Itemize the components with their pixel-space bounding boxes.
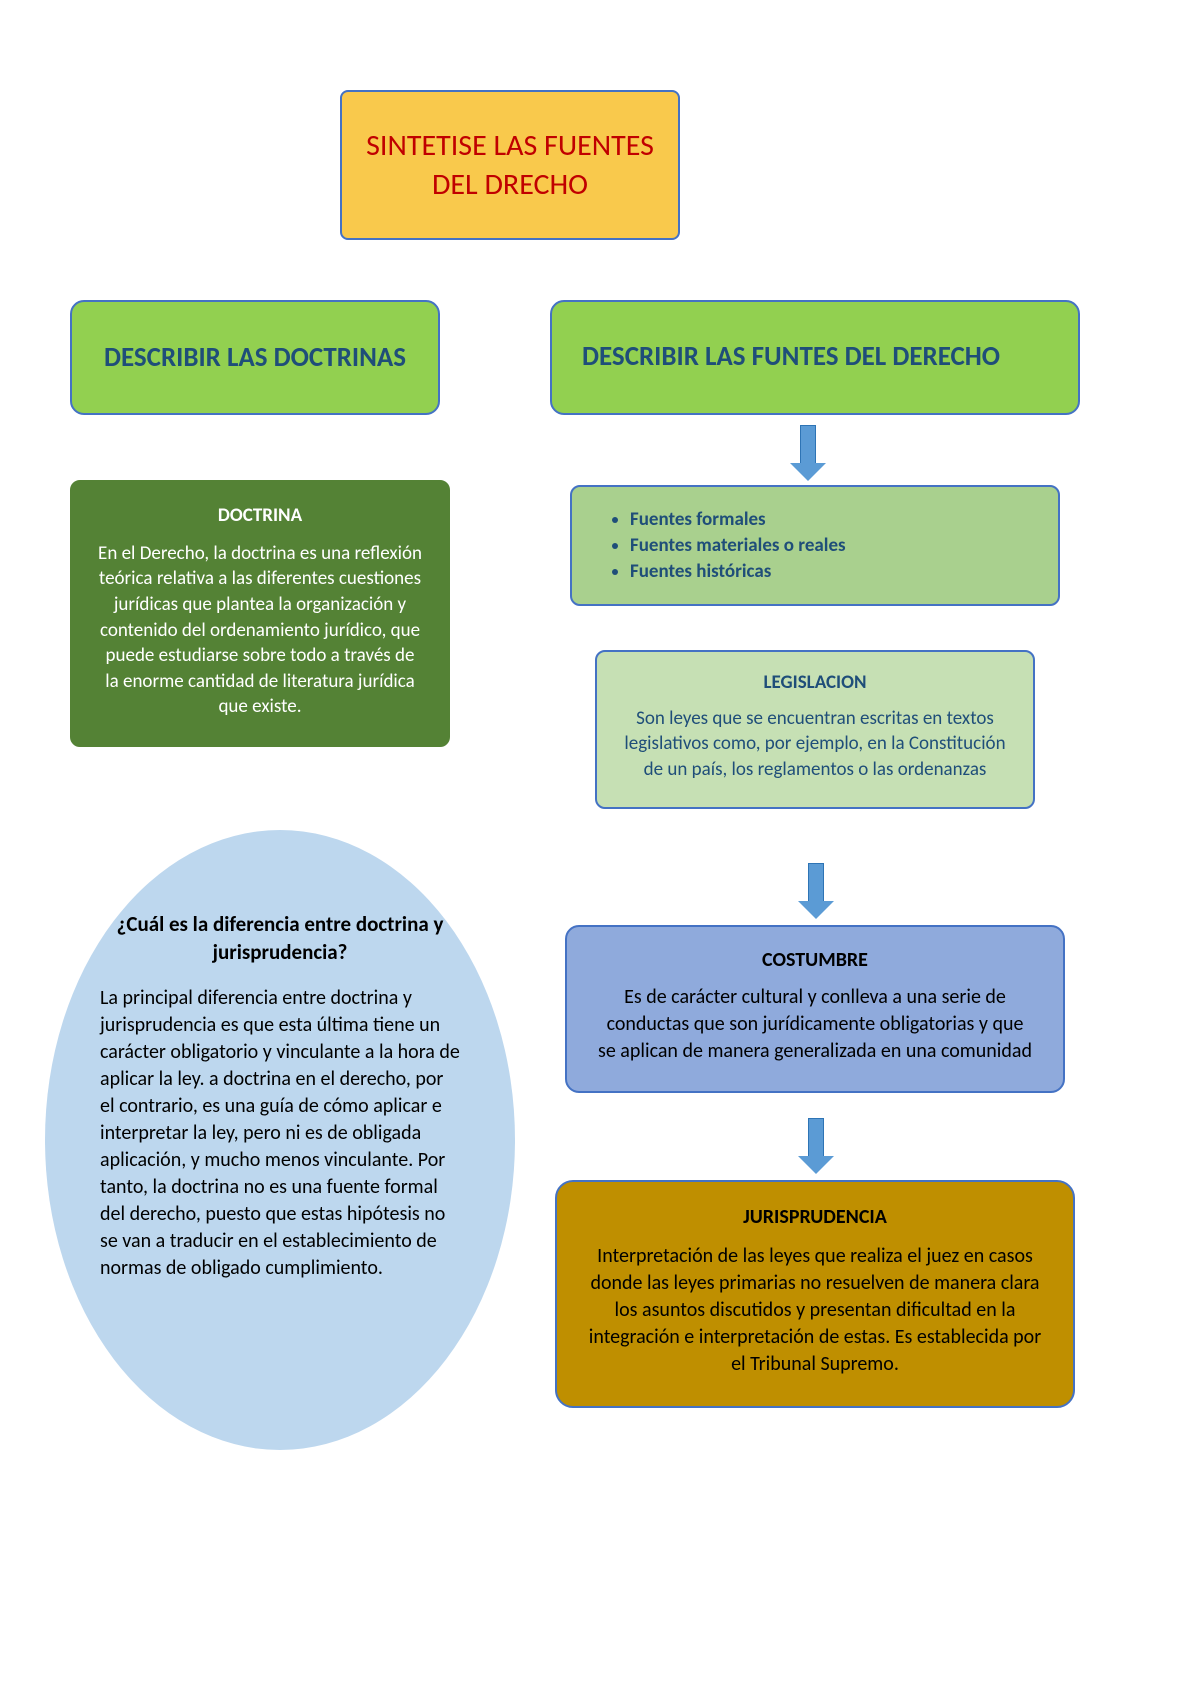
costumbre-body: Es de carácter cultural y conlleva a una… xyxy=(597,984,1033,1065)
right-header-text: DESCRIBIR LAS FUNTES DEL DERECHO xyxy=(582,339,1000,375)
costumbre-box: COSTUMBRE Es de carácter cultural y conl… xyxy=(565,925,1065,1093)
fuentes-list: Fuentes formales Fuentes materiales o re… xyxy=(602,508,1028,583)
jurisprudencia-heading: JURISPRUDENCIA xyxy=(585,1204,1045,1231)
legislacion-heading: LEGISLACION xyxy=(623,670,1007,696)
jurisprudencia-body: Interpretación de las leyes que realiza … xyxy=(585,1243,1045,1378)
jurisprudencia-box: JURISPRUDENCIA Interpretación de las ley… xyxy=(555,1180,1075,1408)
doctrina-box: DOCTRINA En el Derecho, la doctrina es u… xyxy=(70,480,450,747)
title-text: SINTETISE LAS FUENTES DEL DRECHO xyxy=(364,126,656,204)
title-box: SINTETISE LAS FUENTES DEL DRECHO xyxy=(340,90,680,240)
fuentes-list-box: Fuentes formales Fuentes materiales o re… xyxy=(570,485,1060,606)
costumbre-heading: COSTUMBRE xyxy=(597,947,1033,974)
legislacion-box: LEGISLACION Son leyes que se encuentran … xyxy=(595,650,1035,809)
right-header-box: DESCRIBIR LAS FUNTES DEL DERECHO xyxy=(550,300,1080,415)
fuentes-item: Fuentes formales xyxy=(630,508,1028,531)
doctrina-heading: DOCTRINA xyxy=(97,503,423,529)
fuentes-item: Fuentes históricas xyxy=(630,560,1028,583)
left-header-text: DESCRIBIR LAS DOCTRINAS xyxy=(104,341,406,374)
ellipse-heading: ¿Cuál es la diferencia entre doctrina y … xyxy=(100,910,460,967)
ellipse-box: ¿Cuál es la diferencia entre doctrina y … xyxy=(45,830,515,1450)
doctrina-body: En el Derecho, la doctrina es una reflex… xyxy=(97,541,423,720)
fuentes-item: Fuentes materiales o reales xyxy=(630,534,1028,557)
legislacion-body: Son leyes que se encuentran escritas en … xyxy=(623,706,1007,783)
left-header-box: DESCRIBIR LAS DOCTRINAS xyxy=(70,300,440,415)
ellipse-body: La principal diferencia entre doctrina y… xyxy=(100,985,460,1282)
